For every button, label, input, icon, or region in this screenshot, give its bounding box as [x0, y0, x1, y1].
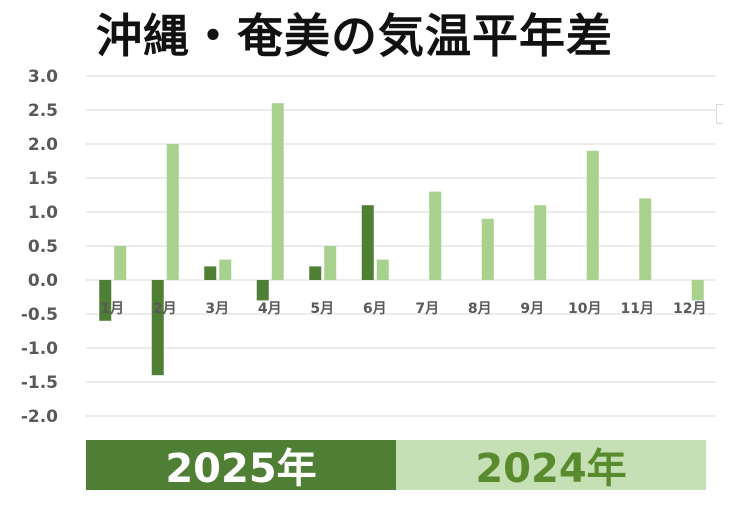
- y-tick-label: 1.5: [28, 169, 58, 189]
- legend: 2025年 2024年: [86, 440, 706, 492]
- bar-2025: [309, 266, 322, 280]
- x-tick-label: 2月: [153, 301, 177, 317]
- y-tick-label: -0.5: [21, 305, 58, 325]
- y-tick-label: 3.0: [28, 67, 58, 87]
- x-tick-label: 9月: [520, 301, 544, 317]
- x-tick-label: 11月: [621, 301, 654, 317]
- x-tick-label: 12月: [673, 301, 706, 317]
- bar-2024: [376, 259, 389, 280]
- y-tick-label: 0.0: [28, 271, 58, 291]
- y-tick-label: -1.0: [21, 339, 58, 359]
- y-tick-label: -1.5: [21, 373, 58, 393]
- x-tick-label: 8月: [468, 301, 492, 317]
- bar-2024: [114, 246, 127, 280]
- chart-corner-handle: [716, 104, 723, 124]
- bar-2025: [151, 280, 164, 376]
- bar-2024: [691, 280, 704, 301]
- bar-2024: [429, 191, 442, 280]
- y-tick-label: 0.5: [28, 237, 58, 257]
- y-tick-label: -2.0: [21, 407, 58, 427]
- legend-item-2025: 2025年: [86, 440, 396, 492]
- chart-title: 沖縄・奄美の気温平年差: [96, 9, 613, 63]
- bar-2025: [99, 280, 112, 321]
- x-tick-label: 6月: [363, 301, 387, 317]
- x-tick-label: 1月: [100, 301, 124, 317]
- bar-2024: [481, 218, 494, 280]
- bar-2024: [166, 144, 179, 280]
- bar-2024: [219, 259, 232, 280]
- bar-2024: [324, 246, 337, 280]
- x-tick-label: 3月: [205, 301, 229, 317]
- bar-2025: [361, 205, 374, 280]
- bar-2024: [586, 150, 599, 280]
- bar-2025: [204, 266, 217, 280]
- x-tick-label: 5月: [310, 301, 334, 317]
- bar-2024: [639, 198, 652, 280]
- y-tick-label: 1.0: [28, 203, 58, 223]
- bar-2024: [271, 103, 284, 280]
- x-tick-label: 7月: [415, 301, 439, 317]
- bar-2025: [256, 280, 269, 301]
- y-tick-label: 2.5: [28, 101, 58, 121]
- x-tick-label: 10月: [568, 301, 601, 317]
- x-tick-label: 4月: [258, 301, 282, 317]
- bar-2024: [534, 205, 547, 280]
- legend-item-2024: 2024年: [396, 440, 706, 492]
- y-tick-label: 2.0: [28, 135, 58, 155]
